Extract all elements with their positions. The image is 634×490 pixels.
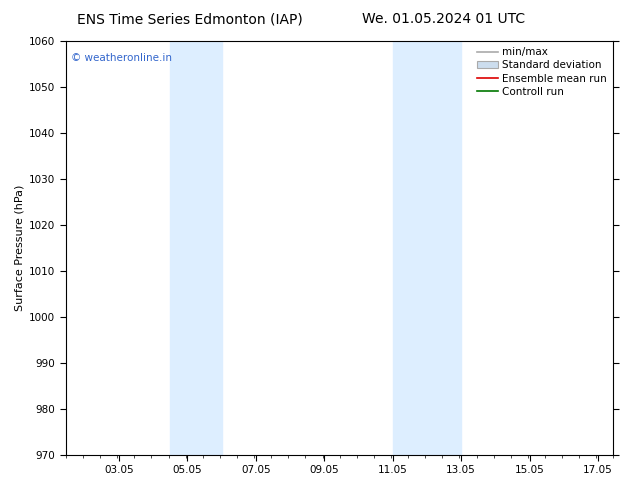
- Text: ENS Time Series Edmonton (IAP): ENS Time Series Edmonton (IAP): [77, 12, 303, 26]
- Bar: [170, 41, 221, 455]
- Text: We. 01.05.2024 01 UTC: We. 01.05.2024 01 UTC: [362, 12, 526, 26]
- Y-axis label: Surface Pressure (hPa): Surface Pressure (hPa): [15, 185, 25, 311]
- Legend: min/max, Standard deviation, Ensemble mean run, Controll run: min/max, Standard deviation, Ensemble me…: [473, 43, 611, 101]
- Text: © weatheronline.in: © weatheronline.in: [71, 53, 172, 64]
- Bar: [392, 41, 461, 455]
